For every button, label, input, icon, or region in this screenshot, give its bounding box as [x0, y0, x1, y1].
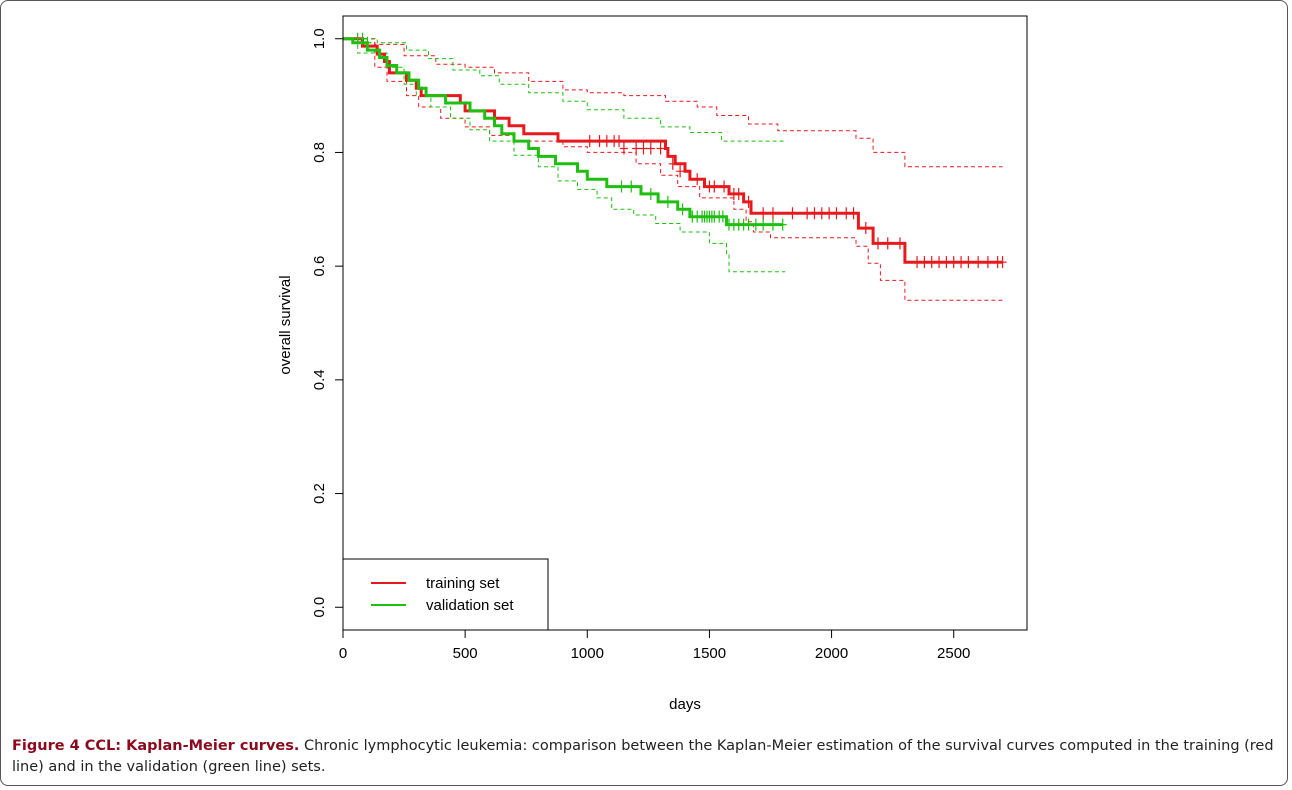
- validation-ci-upper-line: [343, 38, 786, 142]
- training-censor-mark: [964, 256, 973, 269]
- training-censor-mark: [656, 142, 665, 155]
- legend-box: [342, 558, 549, 631]
- training-censor-mark: [873, 237, 882, 250]
- caption-text: Chronic lymphocytic leukemia: comparison…: [12, 738, 1274, 775]
- validation-survival-curve: [343, 37, 783, 227]
- plot-border: [342, 15, 1028, 631]
- training-censor-mark: [983, 256, 992, 269]
- training-censor-mark: [817, 207, 826, 220]
- y-tick-label: 0.6: [311, 256, 328, 277]
- legend-label-validation: validation set: [426, 597, 514, 614]
- validation-censor-mark: [663, 195, 672, 208]
- validation-censor-mark: [744, 218, 753, 231]
- y-tick-label: 1.0: [311, 28, 328, 49]
- training-censor-mark: [861, 222, 870, 235]
- training-censor-mark: [668, 157, 677, 170]
- training-censor-mark: [788, 207, 797, 220]
- validation-ci-lower-line: [343, 38, 786, 273]
- training-censor-mark: [825, 207, 834, 220]
- x-tick-label: 2000: [815, 645, 848, 662]
- training-censor-mark: [744, 195, 753, 208]
- figure-caption: Figure 4 CCL: Kaplan-Meier curves. Chron…: [12, 736, 1274, 778]
- legend-label-training: training set: [426, 575, 500, 592]
- training-censor-mark: [759, 207, 768, 220]
- y-tick-label: 0.8: [311, 142, 328, 163]
- training-ci-lower-line: [343, 38, 1003, 301]
- training-censor-mark: [935, 256, 944, 269]
- legend: training set validation set: [342, 558, 549, 631]
- training-censor-mark: [949, 256, 958, 269]
- training-censor-mark: [710, 180, 719, 193]
- y-tick-label: 0.0: [311, 597, 328, 618]
- training-censor-mark: [849, 207, 858, 220]
- training-censor-mark: [632, 142, 641, 155]
- validation-censor-mark: [617, 180, 626, 193]
- training-censor-mark: [920, 256, 929, 269]
- training-censor-mark: [602, 135, 611, 148]
- training-censor-mark: [883, 237, 892, 250]
- validation-censor-mark: [759, 218, 768, 231]
- training-censor-mark: [676, 165, 685, 178]
- training-censor-mark: [639, 142, 648, 155]
- training-censor-mark: [803, 207, 812, 220]
- x-axis-label: days: [669, 696, 701, 713]
- caption-label: Figure 4 CCL: Kaplan-Meier curves.: [12, 738, 300, 754]
- validation-censor-mark: [768, 218, 777, 231]
- training-censor-mark: [734, 187, 743, 200]
- training-censor-mark: [615, 135, 624, 148]
- y-tick-label: 0.2: [311, 483, 328, 504]
- training-censor-mark: [720, 180, 729, 193]
- validation-censor-mark: [751, 218, 760, 231]
- training-censor-mark: [998, 256, 1007, 269]
- y-axis-label: overall survival: [277, 275, 294, 374]
- training-censor-mark: [585, 135, 594, 148]
- validation-censor-mark: [718, 210, 727, 223]
- training-censor-mark: [693, 173, 702, 186]
- training-censor-mark: [942, 256, 951, 269]
- x-tick-label: 2500: [937, 645, 970, 662]
- training-censor-mark: [832, 207, 841, 220]
- kaplan-meier-chart: 0 500 1000 1500 2000 2500 0.0 0.2 0.4 0.6 0.8 1.0 d…: [277, 15, 1028, 713]
- x-tick-label: 500: [453, 645, 478, 662]
- training-ci-upper-line: [343, 38, 1003, 168]
- training-censor-mark: [619, 142, 628, 155]
- validation-censor-mark: [358, 32, 367, 45]
- validation-censor-mark: [778, 218, 787, 231]
- training-censor-mark: [957, 256, 966, 269]
- training-censor-mark: [895, 237, 904, 250]
- x-tick-label: 1000: [571, 645, 604, 662]
- training-censor-mark: [810, 207, 819, 220]
- training-censor-mark: [974, 256, 983, 269]
- validation-censor-mark: [646, 187, 655, 200]
- validation-censor-mark: [363, 36, 372, 49]
- y-tick-label: 0.4: [311, 369, 328, 390]
- training-censor-mark: [913, 256, 922, 269]
- training-censor-mark: [768, 207, 777, 220]
- training-censor-mark: [595, 135, 604, 148]
- x-tick-label: 0: [339, 645, 347, 662]
- training-survival-curve: [343, 37, 1003, 264]
- x-tick-label: 1500: [693, 645, 726, 662]
- validation-censor-mark: [678, 203, 687, 216]
- training-censor-mark: [646, 142, 655, 155]
- training-censor-mark: [927, 256, 936, 269]
- validation-censor-mark: [627, 180, 636, 193]
- training-censor-mark: [842, 207, 851, 220]
